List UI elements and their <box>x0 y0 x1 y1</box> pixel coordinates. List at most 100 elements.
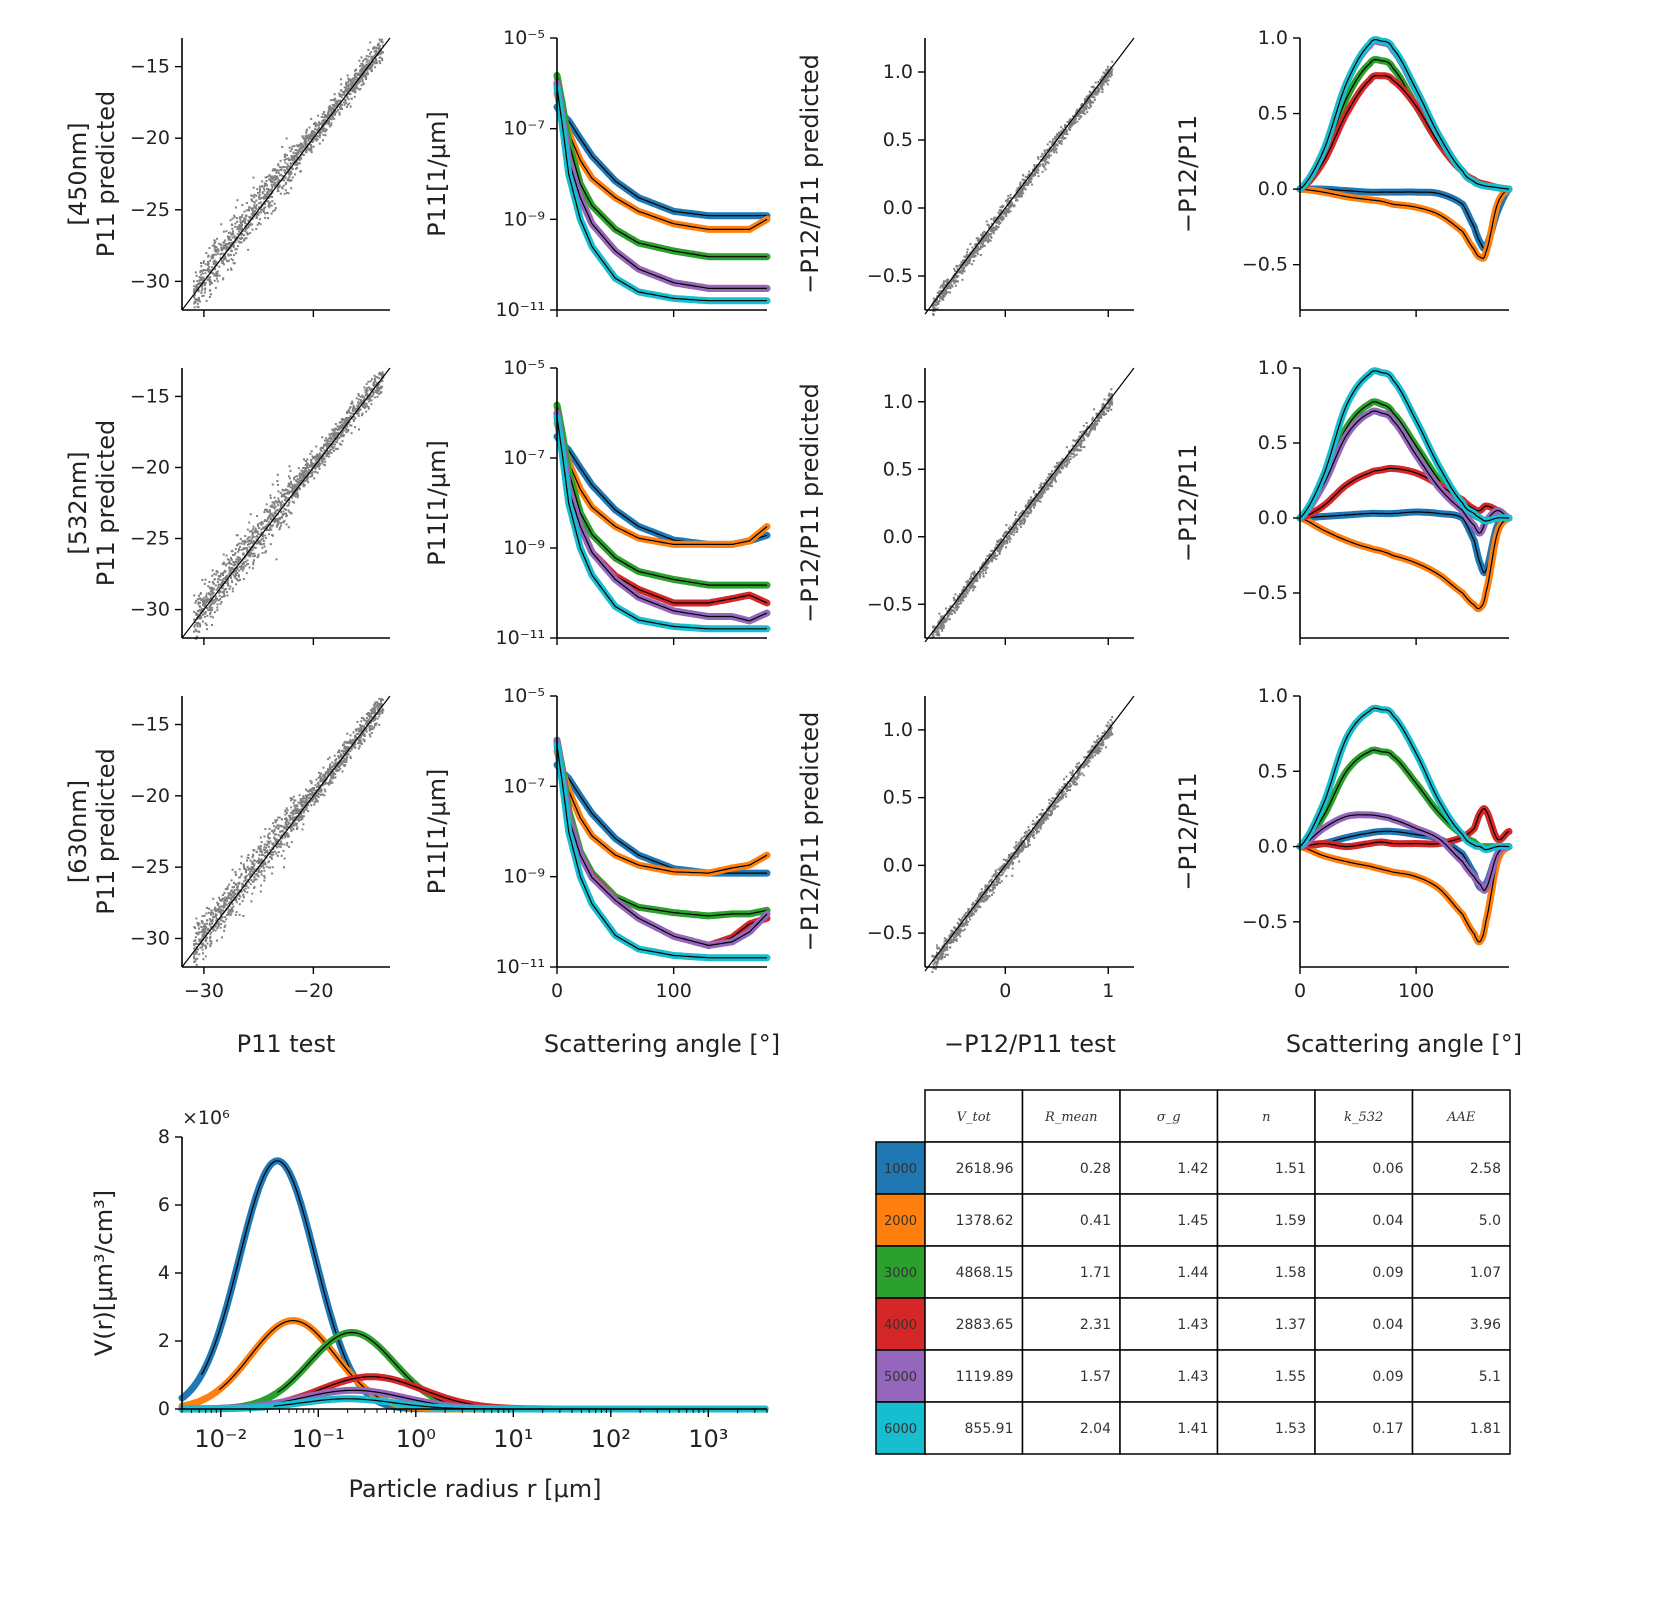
scatter-point <box>375 375 378 378</box>
scatter-point <box>229 894 232 897</box>
scatter-point <box>230 900 233 903</box>
scatter-point <box>253 849 256 852</box>
scatter-point <box>365 383 368 386</box>
scatter-point <box>312 462 315 465</box>
scatter-point <box>295 167 297 170</box>
scatter-point <box>196 957 199 960</box>
scatter-point <box>208 270 211 273</box>
scatter-point <box>364 65 367 68</box>
scatter-point <box>366 58 369 61</box>
scatter-point <box>348 92 351 95</box>
scatter-point <box>206 919 208 922</box>
scatter-point <box>292 494 295 497</box>
scatter-point <box>276 843 279 846</box>
scatter-point <box>366 712 369 715</box>
scatter-point <box>1048 155 1050 157</box>
scatter-point <box>311 139 314 142</box>
scatter-point <box>360 724 363 727</box>
scatter-point <box>261 209 264 212</box>
scatter-point <box>254 205 257 208</box>
scatter-point <box>341 434 344 437</box>
scatter-point <box>375 386 378 389</box>
scatter-point <box>302 811 305 814</box>
scatter-point <box>209 283 211 286</box>
scatter-point <box>323 111 326 114</box>
y-tick-label: 10⁻¹¹ <box>496 627 545 649</box>
scatter-point <box>194 601 197 604</box>
scatter-point <box>283 843 286 846</box>
scatter-point <box>203 596 206 599</box>
scatter-point <box>264 508 267 511</box>
scatter-point <box>315 445 318 448</box>
scatter-point <box>368 60 371 63</box>
scatter-point <box>335 110 338 113</box>
scatter-point <box>230 898 233 901</box>
scatter-point <box>218 599 221 602</box>
scatter-point <box>199 300 202 303</box>
scatter-point <box>264 216 267 219</box>
scatter-point <box>381 38 384 41</box>
scatter-point <box>253 196 256 199</box>
scatter-point <box>269 516 272 518</box>
scatter-point <box>200 592 202 595</box>
scatter-point <box>289 811 292 814</box>
scatter-point <box>308 149 311 152</box>
scatter-point <box>223 892 226 895</box>
scatter-point <box>237 579 240 582</box>
scatter-point <box>335 758 338 760</box>
scatter-point <box>318 122 321 125</box>
scatter-point <box>258 540 261 543</box>
scatter-point <box>206 269 208 272</box>
scatter-point <box>345 102 348 105</box>
scatter-point <box>277 521 280 524</box>
scatter-point <box>200 925 203 928</box>
scatter-point <box>355 72 358 75</box>
y-tick-label: −20 <box>130 785 170 807</box>
scatter-point <box>990 235 993 238</box>
scatter-point <box>1018 191 1021 194</box>
scatter-point <box>293 501 296 504</box>
scatter-point <box>261 196 264 199</box>
scatter-point <box>224 239 227 242</box>
scatter-point <box>378 702 381 705</box>
scatter-point <box>213 249 216 252</box>
scatter-point <box>368 733 371 736</box>
scatter-point <box>265 503 268 506</box>
scatter-point <box>317 458 320 461</box>
scatter-point <box>219 591 222 593</box>
scatter-point <box>305 470 308 473</box>
scatter-point <box>320 446 323 449</box>
scatter-point <box>304 467 307 470</box>
scatter-point <box>244 222 247 224</box>
scatter-point <box>324 460 327 463</box>
scatter-point <box>363 58 366 61</box>
scatter-point <box>203 931 206 934</box>
scatter-point <box>307 810 310 813</box>
scatter-point <box>297 816 300 819</box>
scatter-point <box>1026 176 1028 178</box>
scatter-point <box>231 903 234 906</box>
scatter-point <box>379 704 382 707</box>
scatter-point <box>207 911 210 914</box>
scatter-point <box>969 243 972 245</box>
scatter-point <box>285 492 288 495</box>
scatter-point <box>199 615 202 617</box>
scatter-point <box>200 292 203 294</box>
scatter-point <box>280 818 283 821</box>
scatter-point <box>988 226 990 229</box>
scatter-point <box>1083 98 1086 101</box>
scatter-point <box>280 824 283 827</box>
scatter-point <box>267 217 270 220</box>
scatter-point <box>261 537 264 540</box>
scatter-point <box>280 504 283 507</box>
scatter-point <box>300 150 303 153</box>
scatter-point <box>319 462 322 465</box>
scatter-point <box>232 564 235 567</box>
scatter-point <box>1049 146 1051 149</box>
scatter-point <box>343 98 346 101</box>
scatter-point <box>213 573 216 576</box>
scatter-point <box>266 850 268 853</box>
scatter-point <box>363 386 366 389</box>
scatter-point <box>328 437 331 440</box>
y-tick-label: 10⁻¹¹ <box>496 956 545 978</box>
